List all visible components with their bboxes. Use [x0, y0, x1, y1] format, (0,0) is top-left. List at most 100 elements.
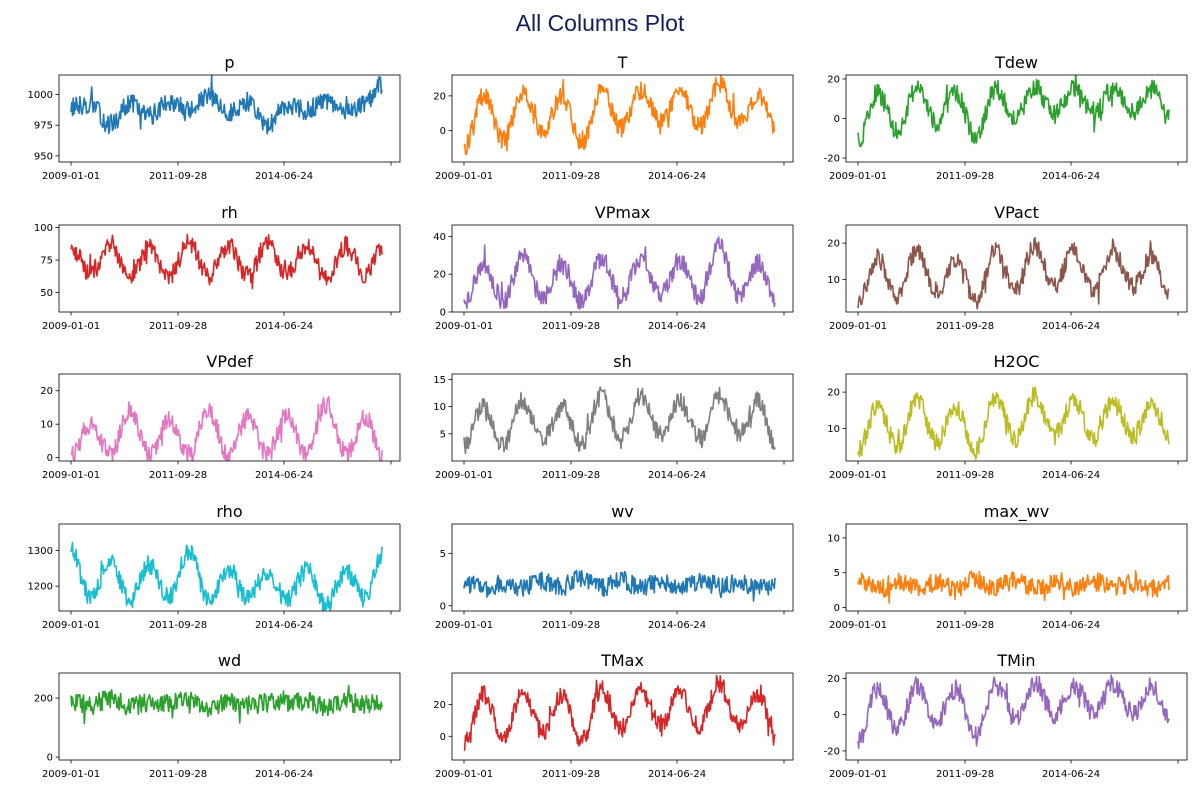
axes-frame: [58, 672, 401, 761]
y-tick-label: 10: [827, 424, 840, 435]
x-tick-label: 2009-01-01: [42, 620, 100, 631]
y-tick-label: 0: [440, 126, 446, 137]
panel-0: p 950 975 1000 2009-01-01 2011-09-28 2014-06-2…: [28, 53, 401, 182]
series-line: [70, 75, 383, 135]
panel-11: max_wv 0 5 10 2009-01-01 2011-09-28 2014-06-24: [827, 502, 1188, 631]
axes-frame: [58, 373, 401, 462]
x-tick-label: 2014-06-24: [648, 769, 706, 780]
panel-title: wv: [611, 502, 634, 521]
x-tick-label: 2014-06-24: [1042, 470, 1100, 481]
figure-title: All Columns Plot: [515, 10, 685, 36]
y-tick-label: 0: [47, 453, 53, 464]
panel-title: max_wv: [984, 502, 1049, 522]
panel-title: VPmax: [595, 203, 650, 222]
series-line: [857, 674, 1170, 749]
x-tick-label: 2014-06-24: [648, 321, 706, 332]
x-tick-label: 2009-01-01: [435, 769, 493, 780]
panel-title: Tdew: [994, 53, 1038, 72]
panel-title: H2OC: [994, 352, 1040, 371]
x-tick-label: 2014-06-24: [648, 171, 706, 182]
axes-frame: [58, 224, 401, 313]
y-tick-label: 75: [40, 256, 53, 267]
panel-4: VPmax 0 20 40 2009-01-01 2011-09-28 2014-06-24: [433, 203, 794, 332]
series-line: [857, 237, 1170, 310]
axes-frame: [451, 74, 794, 163]
y-tick-label: 10: [40, 420, 53, 431]
x-tick-label: 2011-09-28: [149, 620, 207, 631]
x-tick-label: 2009-01-01: [829, 171, 887, 182]
x-tick-label: 2009-01-01: [435, 620, 493, 631]
y-tick-label: 5: [440, 549, 446, 560]
series-line: [857, 75, 1170, 148]
panel-9: rho 1200 1300 2009-01-01 2011-09-28 2014-06-2…: [28, 502, 401, 631]
y-tick-label: 0: [834, 114, 840, 125]
axes-frame: [845, 224, 1188, 313]
y-tick-label: 20: [827, 388, 840, 399]
y-tick-label: 975: [34, 121, 53, 132]
x-tick-label: 2009-01-01: [829, 470, 887, 481]
series-line: [463, 236, 776, 310]
series-line: [463, 674, 776, 752]
panel-1: T 0 20 2009-01-01 2011-09-28 2014-06-24: [433, 53, 794, 182]
x-tick-label: 2009-01-01: [829, 321, 887, 332]
series-line: [70, 233, 383, 290]
x-tick-label: 2014-06-24: [648, 470, 706, 481]
panel-12: wd 0 200 2009-01-01 2011-09-28 2014-06-24: [34, 651, 401, 780]
panel-5: VPact 10 20 2009-01-01 2011-09-28 2014-06-24: [827, 203, 1188, 332]
x-tick-label: 2011-09-28: [542, 171, 600, 182]
x-tick-label: 2014-06-24: [648, 620, 706, 631]
x-tick-label: 2011-09-28: [542, 620, 600, 631]
panel-3: rh 50 75 100 2009-01-01 2011-09-28 2014-06-24: [34, 203, 401, 332]
x-tick-label: 2014-06-24: [1042, 620, 1100, 631]
x-tick-label: 2009-01-01: [829, 620, 887, 631]
series-line: [70, 684, 383, 725]
y-tick-label: 20: [40, 386, 53, 397]
y-tick-label: -20: [824, 154, 840, 165]
y-tick-label: 20: [433, 91, 446, 102]
y-tick-label: 5: [834, 568, 840, 579]
y-tick-label: 50: [40, 288, 53, 299]
x-tick-label: 2011-09-28: [936, 769, 994, 780]
y-tick-label: 10: [433, 402, 446, 413]
x-tick-label: 2011-09-28: [149, 470, 207, 481]
axes-frame: [845, 523, 1188, 612]
axes-frame: [451, 224, 794, 313]
series-line: [463, 386, 776, 455]
x-tick-label: 2011-09-28: [936, 470, 994, 481]
y-tick-label: 100: [34, 223, 53, 234]
series-line: [70, 541, 383, 611]
series-line: [857, 570, 1170, 604]
panel-title: TMax: [600, 651, 644, 670]
panel-title: p: [224, 53, 234, 72]
series-line: [857, 386, 1170, 460]
y-tick-label: 20: [827, 239, 840, 250]
x-tick-label: 2011-09-28: [542, 769, 600, 780]
y-tick-label: 10: [827, 533, 840, 544]
y-tick-label: 0: [834, 710, 840, 721]
axes-frame: [58, 74, 401, 163]
y-tick-label: 0: [47, 753, 53, 764]
y-tick-label: 0: [440, 601, 446, 612]
panel-title: rho: [216, 502, 242, 521]
panel-title: TMin: [996, 651, 1035, 670]
y-tick-label: 5: [440, 429, 446, 440]
y-tick-label: 0: [834, 603, 840, 614]
axes-frame: [58, 523, 401, 612]
x-tick-label: 2011-09-28: [542, 470, 600, 481]
x-tick-label: 2011-09-28: [936, 321, 994, 332]
axes-frame: [845, 373, 1188, 462]
y-tick-label: 20: [433, 700, 446, 711]
panel-title: sh: [613, 352, 631, 371]
y-tick-label: 1200: [28, 582, 53, 593]
x-tick-label: 2011-09-28: [936, 171, 994, 182]
y-tick-label: 200: [34, 694, 53, 705]
panel-title: wd: [218, 651, 241, 670]
panel-title: T: [617, 53, 628, 72]
x-tick-label: 2014-06-24: [255, 620, 313, 631]
x-tick-label: 2014-06-24: [255, 769, 313, 780]
x-tick-label: 2009-01-01: [829, 769, 887, 780]
y-tick-label: 20: [433, 270, 446, 281]
y-tick-label: 950: [34, 151, 53, 162]
panel-6: VPdef 0 10 20 2009-01-01 2011-09-28 2014-06-24: [40, 352, 401, 481]
